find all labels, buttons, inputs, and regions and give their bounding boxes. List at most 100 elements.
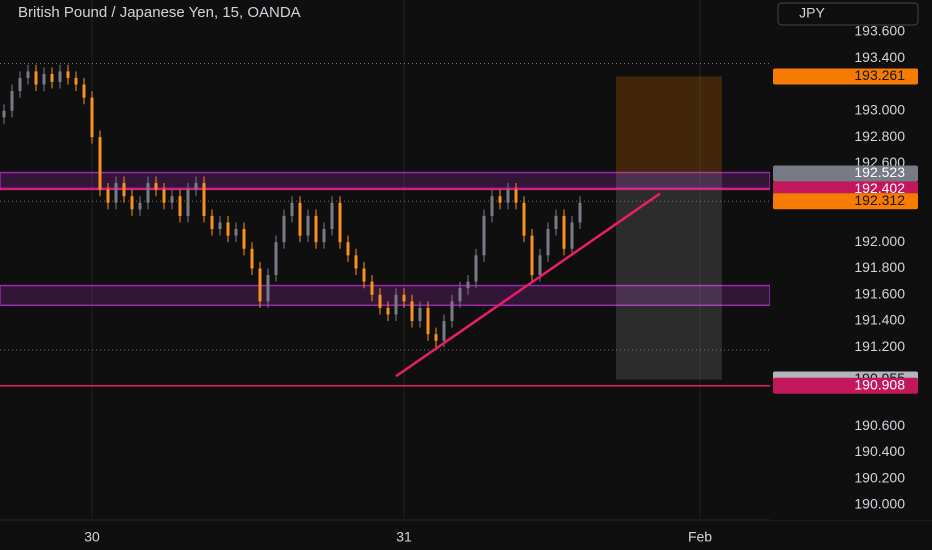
candle-body: [346, 242, 350, 256]
candle-body: [306, 215, 310, 236]
candle-body: [498, 196, 502, 203]
candle-body: [474, 255, 478, 282]
candle-body: [34, 71, 38, 85]
y-tick-label: 193.000: [854, 101, 905, 117]
candle-body: [2, 110, 6, 118]
candle-body: [186, 189, 190, 216]
y-tick-label: 193.600: [854, 23, 905, 39]
candle-body: [154, 183, 158, 190]
candle-body: [98, 137, 102, 190]
price-axis: [770, 0, 932, 520]
price-tag-label: 193.261: [854, 67, 905, 83]
x-tick-label: 30: [84, 529, 100, 545]
candle-body: [450, 301, 454, 322]
x-tick-label: 31: [396, 529, 412, 545]
candle-body: [18, 77, 22, 92]
candle-body: [122, 183, 126, 197]
candle-body: [274, 242, 278, 276]
x-tick-label: Feb: [688, 529, 712, 545]
candle-body: [434, 334, 438, 341]
candle-body: [194, 183, 198, 190]
candle-body: [226, 222, 230, 236]
candle-body: [330, 202, 334, 230]
candle-body: [538, 255, 542, 276]
y-tick-label: 193.400: [854, 49, 905, 65]
candle-body: [114, 183, 118, 203]
candle-body: [298, 202, 302, 236]
candle-body: [386, 307, 390, 315]
candle-body: [530, 235, 534, 276]
candle-body: [314, 215, 318, 243]
candle-body: [426, 307, 430, 335]
candle-body: [546, 229, 550, 256]
price-tag-label: 192.402: [854, 180, 905, 196]
candle-body: [242, 229, 246, 249]
price-tag: [773, 377, 918, 394]
candle-body: [138, 202, 142, 210]
candle-body: [74, 77, 78, 85]
candle-body: [378, 294, 382, 308]
candle-body: [258, 268, 262, 302]
y-tick-label: 191.600: [854, 285, 905, 301]
candle-body: [402, 294, 406, 302]
y-tick-label: 190.000: [854, 496, 905, 512]
y-tick-label: 192.800: [854, 128, 905, 144]
candle-body: [338, 202, 342, 243]
candle-body: [234, 229, 238, 236]
candle-body: [42, 73, 46, 85]
price-tag: [773, 68, 918, 85]
price-tag-label: 190.908: [854, 376, 905, 392]
candle-body: [370, 281, 374, 295]
candle-body: [578, 202, 582, 223]
candle-body: [170, 196, 174, 203]
price-tag-label: 192.312: [854, 192, 905, 208]
candle-body: [106, 189, 110, 203]
y-tick-label: 192.000: [854, 233, 905, 249]
price-tag: [773, 165, 918, 182]
candle-body: [442, 321, 446, 341]
candle-body: [50, 73, 54, 82]
candle-body: [418, 307, 422, 322]
candle-body: [26, 71, 30, 78]
candle-body: [210, 215, 214, 230]
candle-body: [266, 275, 270, 302]
candle-body: [362, 268, 366, 282]
candle-body: [146, 183, 150, 203]
candle-body: [410, 301, 414, 322]
candle-body: [562, 215, 566, 249]
chart-title: British Pound / Japanese Yen, 15, OANDA: [18, 4, 301, 21]
trendline: [395, 192, 661, 378]
candle-body: [514, 189, 518, 203]
candle-body: [482, 215, 486, 256]
candle-body: [354, 255, 358, 269]
candle-body: [290, 202, 294, 216]
candle-body: [250, 248, 254, 269]
candle-body: [466, 281, 470, 289]
candle-body: [570, 222, 574, 249]
y-tick-label: 190.400: [854, 443, 905, 459]
y-tick-label: 190.200: [854, 469, 905, 485]
candle-body: [178, 196, 182, 216]
currency-button[interactable]: [777, 2, 919, 26]
price-tag-label: 192.523: [854, 164, 905, 180]
candle-body: [322, 229, 326, 243]
y-tick-label: 190.600: [854, 417, 905, 433]
candle-body: [66, 71, 70, 78]
y-tick-label: 191.800: [854, 259, 905, 275]
candle-body: [522, 202, 526, 236]
candle-body: [82, 84, 86, 98]
candle-body: [10, 91, 14, 111]
candle-body: [162, 189, 166, 203]
candle-body: [490, 196, 494, 216]
candle-body: [58, 71, 62, 82]
currency-label[interactable]: JPY: [799, 5, 825, 21]
candle-body: [202, 183, 206, 216]
candle-body: [394, 294, 398, 315]
candle-body: [282, 215, 286, 243]
candle-body: [130, 196, 134, 210]
stop-area: [616, 173, 722, 380]
candle-body: [90, 97, 94, 138]
candle-body: [554, 215, 558, 230]
